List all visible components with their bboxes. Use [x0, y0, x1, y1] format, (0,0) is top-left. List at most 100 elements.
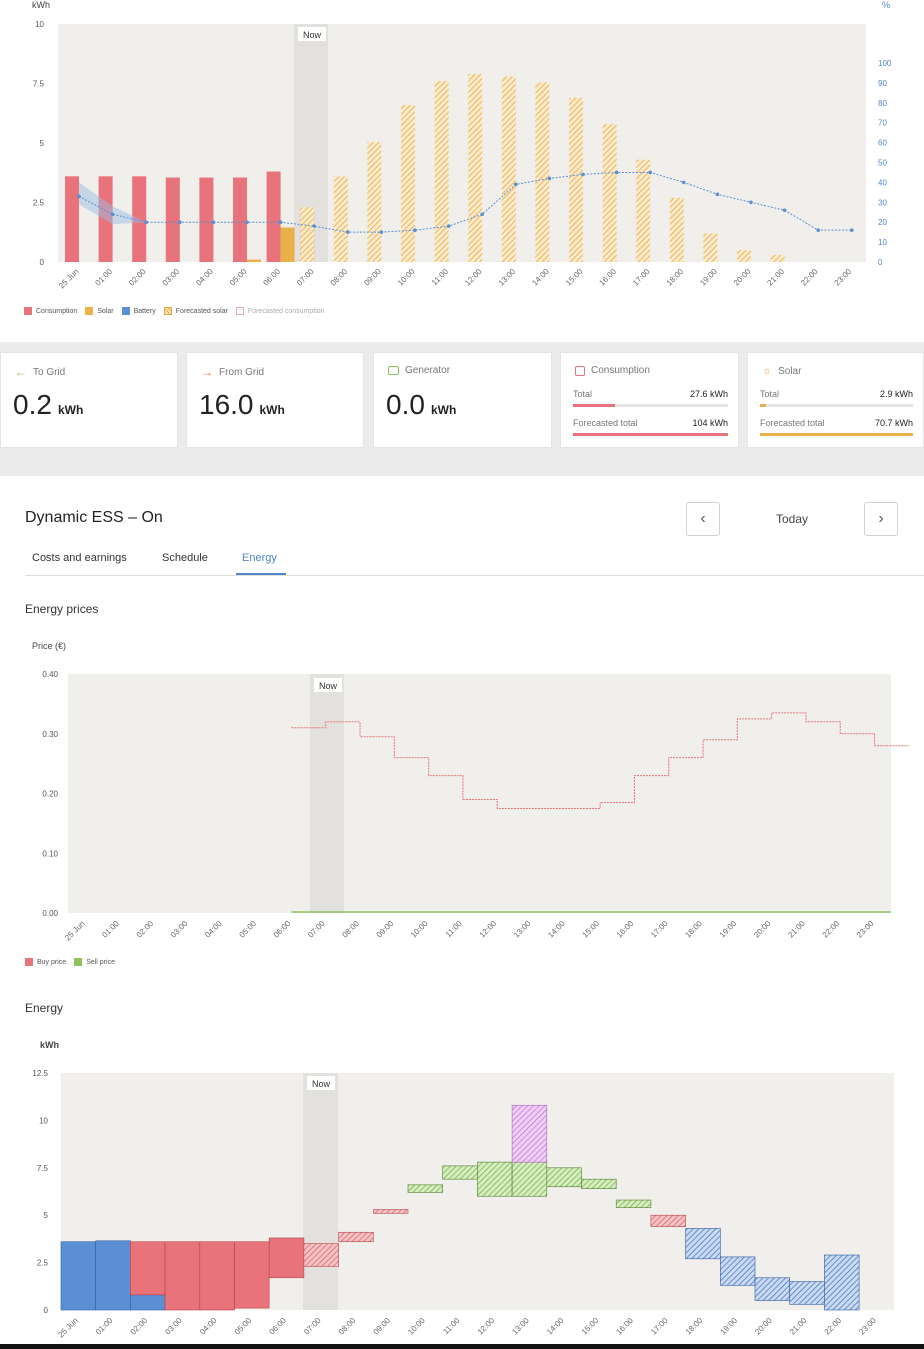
- forecasted-solar-bar: [300, 207, 315, 262]
- battery-block: [60, 1241, 97, 1311]
- battery-line: [77, 170, 854, 234]
- next-day-button[interactable]: ›: [864, 502, 898, 536]
- x-ticks: 25 Jun 01:00 02:00 03:00 04:00 05:00 06:00 07:0…: [63, 919, 876, 943]
- x-tick-label: 05:00: [238, 919, 259, 940]
- x-tick-label: 22:00: [823, 1316, 844, 1337]
- energy-heading: Energy: [25, 1001, 64, 1015]
- x-tick-label: 22:00: [821, 919, 842, 940]
- x-tick-label: 04:00: [203, 919, 224, 940]
- consumption-bar: [165, 177, 180, 262]
- legend-solar[interactable]: Solar: [85, 307, 114, 315]
- grid-block: [164, 1241, 201, 1311]
- x-tick-label: 20:00: [732, 267, 753, 288]
- battery-block: [824, 1254, 860, 1311]
- battery-point: [446, 224, 451, 228]
- x-tick-label: 25 Jun: [56, 1316, 79, 1339]
- x-tick-label: 19:00: [698, 267, 719, 288]
- battery-point: [514, 182, 518, 187]
- forecasted-solar-bar: [703, 233, 718, 262]
- y-right-tick-label: 80: [878, 99, 887, 108]
- x-tick-label: 09:00: [375, 919, 396, 940]
- x-tick-label: 08:00: [340, 919, 361, 940]
- x-tick-label: 16:00: [615, 919, 636, 940]
- battery-point: [379, 230, 384, 234]
- battery-point: [782, 208, 787, 213]
- forecasted-solar-bar: [501, 76, 516, 262]
- consumption-bar: [199, 177, 214, 262]
- solar-block: [442, 1165, 478, 1180]
- battery-block: [789, 1281, 825, 1305]
- forecasted-solar-bar: [401, 104, 415, 262]
- y-tick-label: 0.30: [42, 730, 58, 739]
- x-tick-label: 15:00: [580, 1316, 601, 1337]
- battery-point: [682, 180, 686, 185]
- x-tick-label: 15:00: [564, 267, 585, 288]
- x-tick-label: 19:00: [719, 1316, 740, 1337]
- prev-day-button[interactable]: ‹: [686, 502, 720, 536]
- x-tick-label: 25 Jun: [63, 919, 86, 942]
- y-tick-label: 5: [44, 1211, 49, 1220]
- legend-sell-price[interactable]: Sell price: [74, 958, 115, 966]
- x-tick-label: 06:00: [261, 267, 282, 288]
- consumption-bar: [65, 176, 79, 262]
- grid-block: [268, 1237, 305, 1279]
- tab-schedule[interactable]: Schedule: [162, 552, 208, 564]
- battery-point: [211, 220, 216, 224]
- y-right-tick-label: 90: [878, 79, 887, 88]
- energy-chart: Now 12.5 10 7.5 5 2.5 0 25 Jun 01:00 02:00 03:00…: [32, 1069, 894, 1339]
- y-right-tick-label: 40: [878, 178, 887, 187]
- grid-block: [372, 1209, 409, 1214]
- legend-battery[interactable]: Battery: [121, 307, 156, 315]
- y-tick-label: 0.20: [42, 790, 58, 799]
- legend-consumption[interactable]: Consumption: [24, 307, 77, 315]
- consumption-bar: [233, 177, 247, 262]
- y-right-tick-label: 0: [878, 258, 883, 267]
- y-right-tick-label: 60: [878, 139, 887, 148]
- x-tick-label: 23:00: [833, 267, 854, 288]
- now-label: Now: [303, 30, 322, 40]
- grid-block: [199, 1241, 235, 1311]
- x-tick-label: 05:00: [228, 267, 249, 288]
- x-tick-label: 17:00: [649, 919, 670, 940]
- grid-block: [338, 1231, 374, 1243]
- x-tick-label: 07:00: [295, 267, 316, 288]
- x-tick-label: 04:00: [194, 267, 215, 288]
- battery-point: [278, 220, 283, 224]
- y-tick-label: 2.5: [33, 199, 45, 208]
- from-grid-value: 16.0: [199, 389, 254, 420]
- battery-block: [719, 1256, 756, 1286]
- legend-buy-price[interactable]: Buy price: [25, 958, 66, 966]
- battery-block: [685, 1228, 721, 1260]
- y-right-tick-label: 20: [878, 218, 887, 227]
- y-right-tick-label: 10: [878, 238, 887, 247]
- solar-card: ☼ Solar Total 2.9 kWh Forecasted total 70.7…: [747, 352, 924, 448]
- battery-point: [346, 230, 350, 234]
- y-ticks: 12.5 10 7.5 5 2.5 0: [32, 1069, 48, 1315]
- x-tick-label: 16:00: [597, 267, 618, 288]
- x-tick-label: 16:00: [614, 1316, 635, 1337]
- x-tick-label: 08:00: [329, 267, 350, 288]
- x-tick-label: 15:00: [581, 919, 602, 940]
- x-tick-label: 17:00: [631, 267, 652, 288]
- from-grid-card: → From Grid 16.0 kWh: [186, 352, 364, 448]
- x-tick-label: 11:00: [430, 267, 450, 287]
- battery-point: [581, 172, 585, 177]
- legend-forecasted-consumption[interactable]: Forecasted consumption: [235, 307, 325, 315]
- tab-energy[interactable]: Energy: [242, 552, 277, 564]
- arrow-right-icon: →: [201, 365, 213, 379]
- tabs-divider: [25, 575, 924, 576]
- y-tick-label: 5: [40, 139, 45, 148]
- y-tick-label: 0.40: [42, 670, 58, 679]
- legend-forecasted-solar[interactable]: Forecasted solar: [163, 307, 228, 315]
- y-tick-label: 0: [40, 258, 45, 267]
- x-tick-label: 21:00: [788, 1316, 809, 1337]
- now-label: Now: [312, 1079, 331, 1089]
- y-left-ticks: 10 7.5 5 2.5 0: [33, 20, 45, 267]
- consumption-card: Consumption Total 27.6 kWh Forecasted tot…: [560, 352, 739, 448]
- x-tick-label: 09:00: [372, 1316, 393, 1337]
- x-tick-label: 07:00: [302, 1316, 323, 1337]
- solar-block: [407, 1184, 444, 1193]
- tab-costs-and-earnings[interactable]: Costs and earnings: [32, 552, 127, 564]
- energy-y-label: kWh: [40, 1040, 59, 1050]
